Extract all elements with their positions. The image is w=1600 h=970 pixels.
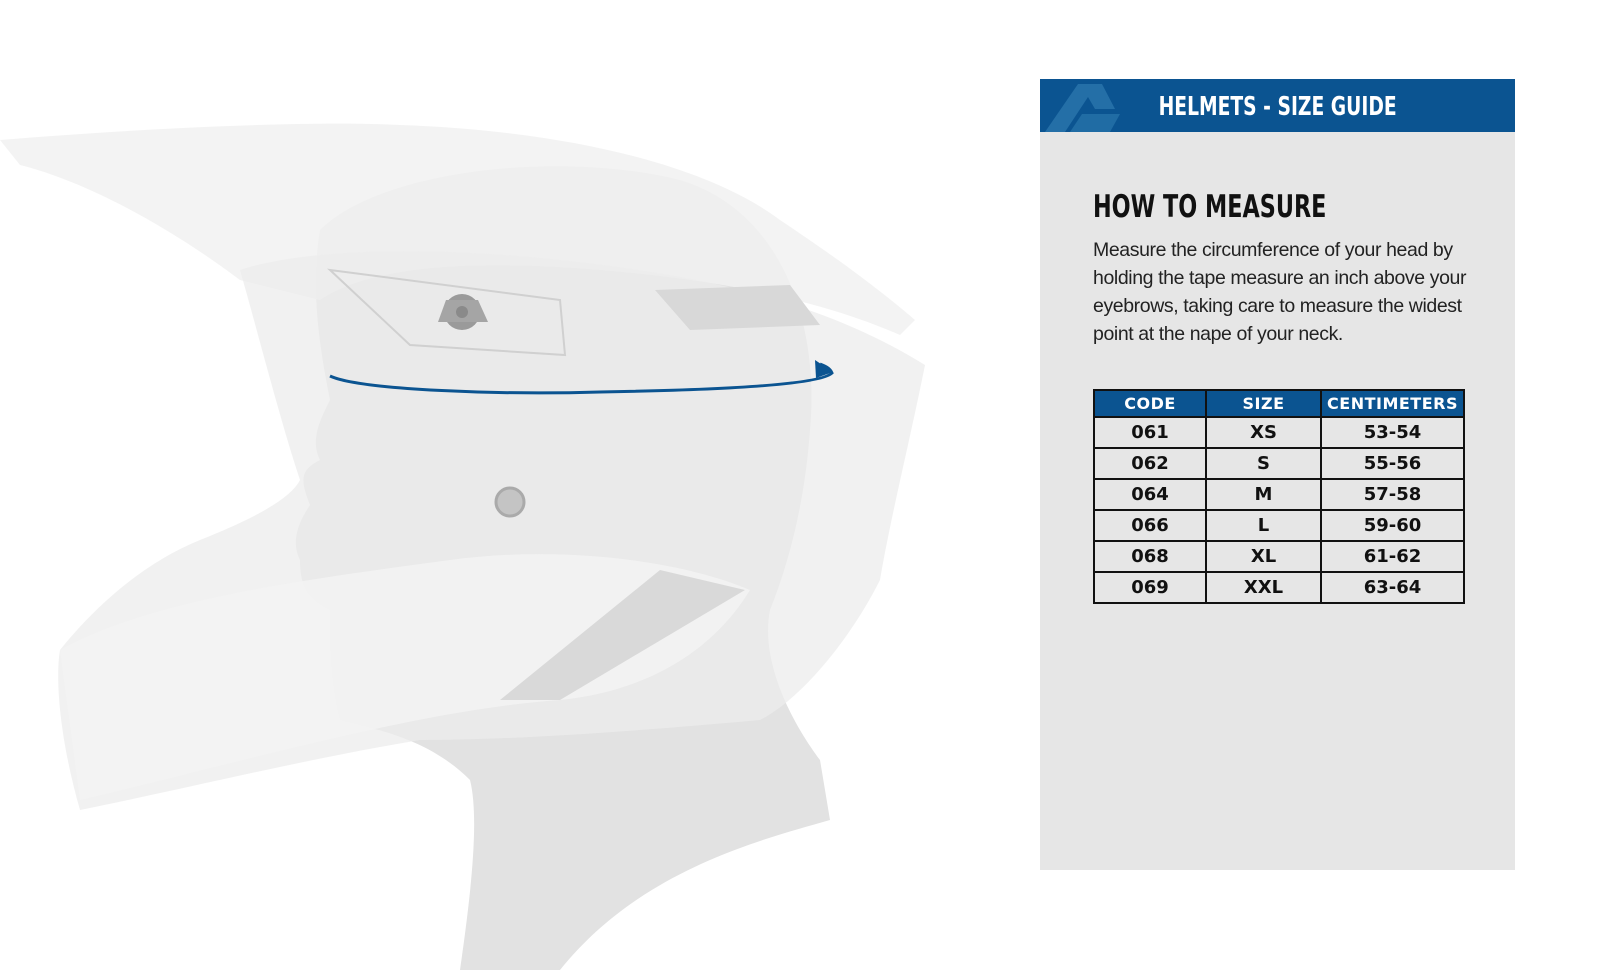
chin-vent (500, 570, 745, 700)
top-vent (655, 285, 820, 330)
header-centimeters: CENTIMETERS (1320, 389, 1465, 418)
cell-code: 061 (1093, 416, 1207, 449)
cell-code: 068 (1093, 540, 1207, 573)
visor-screw-icon (438, 294, 488, 330)
cell-code: 066 (1093, 509, 1207, 542)
cell-centimeters: 55-56 (1320, 447, 1465, 480)
header-code: CODE (1093, 389, 1207, 418)
helmet-chin-guard (60, 554, 750, 800)
cell-centimeters: 57-58 (1320, 478, 1465, 511)
cell-centimeters: 63-64 (1320, 571, 1465, 604)
table-row: 061 XS 53-54 (1093, 416, 1465, 449)
brand-logo-icon (1045, 84, 1120, 132)
table-row: 064 M 57-58 (1093, 478, 1465, 511)
size-table: CODE SIZE CENTIMETERS 061 XS 53-54 062 S 55-… (1093, 389, 1465, 604)
cell-size: XS (1205, 416, 1322, 449)
cell-centimeters: 53-54 (1320, 416, 1465, 449)
measure-heading: HOW TO MEASURE (1093, 189, 1327, 225)
table-row: 068 XL 61-62 (1093, 540, 1465, 573)
cell-size: M (1205, 478, 1322, 511)
size-guide-panel: HELMETS - SIZE GUIDE HOW TO MEASURE Meas… (1040, 79, 1515, 870)
table-row: 069 XXL 63-64 (1093, 571, 1465, 604)
cell-size: XXL (1205, 571, 1322, 604)
measure-instructions: Measure the circumference of your head b… (1093, 239, 1467, 345)
cell-code: 064 (1093, 478, 1207, 511)
cell-centimeters: 59-60 (1320, 509, 1465, 542)
cell-size: L (1205, 509, 1322, 542)
side-panel (327, 268, 567, 357)
cell-code: 069 (1093, 571, 1207, 604)
table-row: 062 S 55-56 (1093, 447, 1465, 480)
panel-title: HELMETS - SIZE GUIDE (1158, 92, 1397, 122)
header-size: SIZE (1205, 389, 1322, 418)
cell-size: XL (1205, 540, 1322, 573)
table-header-row: CODE SIZE CENTIMETERS (1093, 389, 1465, 418)
side-button-icon (494, 486, 526, 518)
table-row: 066 L 59-60 (1093, 509, 1465, 542)
helmet-visor (0, 123, 915, 335)
cell-code: 062 (1093, 447, 1207, 480)
cell-centimeters: 61-62 (1320, 540, 1465, 573)
helmet-head-illustration (0, 123, 926, 970)
cell-size: S (1205, 447, 1322, 480)
panel-header: HELMETS - SIZE GUIDE (1040, 79, 1515, 132)
arrow-head-icon (815, 360, 833, 378)
